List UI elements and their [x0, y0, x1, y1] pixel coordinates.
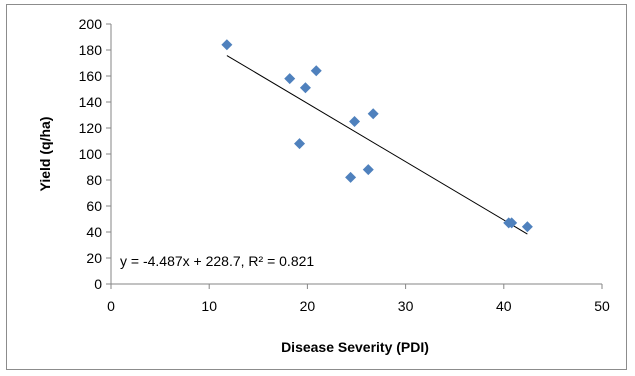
- data-points: [221, 39, 533, 233]
- data-point: [299, 82, 311, 94]
- data-point: [310, 65, 322, 77]
- x-tick-label: 50: [594, 298, 610, 314]
- y-axis-ticks: 0 20 40 60 80 100 120 140 160 180 200: [79, 16, 111, 292]
- x-tick-label: 40: [496, 298, 512, 314]
- x-tick-label: 20: [300, 298, 316, 314]
- y-tick-label: 60: [86, 198, 102, 214]
- data-point: [284, 73, 296, 85]
- data-point: [349, 116, 361, 127]
- y-tick-label: 80: [86, 172, 102, 188]
- data-point: [362, 164, 374, 176]
- x-tick-label: 10: [201, 298, 217, 314]
- data-point: [345, 171, 357, 183]
- y-tick-label: 200: [79, 16, 103, 32]
- x-axis-title: Disease Severity (PDI): [281, 339, 429, 355]
- trendline-equation: y = -4.487x + 228.7, R² = 0.821: [120, 253, 314, 269]
- data-point: [294, 138, 306, 150]
- chart-frame: [6, 4, 627, 370]
- trend-line: [226, 55, 528, 235]
- plot-area: 0 10 20 30 40 50 0 20 40 60 80 100 120 140 160 180 200: [79, 16, 610, 314]
- x-tick-label: 30: [398, 298, 414, 314]
- y-tick-label: 100: [79, 146, 103, 162]
- data-point: [506, 217, 518, 229]
- y-tick-label: 20: [86, 250, 102, 266]
- data-point: [367, 108, 379, 120]
- data-point: [221, 39, 233, 51]
- y-tick-label: 120: [79, 120, 103, 136]
- y-tick-label: 160: [79, 68, 103, 84]
- y-axis-title: Yield (q/ha): [37, 117, 53, 192]
- x-tick-label: 0: [107, 298, 115, 314]
- y-tick-label: 40: [86, 224, 102, 240]
- data-point: [521, 221, 533, 233]
- y-tick-label: 0: [94, 276, 102, 292]
- y-tick-label: 180: [79, 42, 103, 58]
- x-axis-ticks: 0 10 20 30 40 50: [107, 284, 610, 314]
- y-tick-label: 140: [79, 94, 103, 110]
